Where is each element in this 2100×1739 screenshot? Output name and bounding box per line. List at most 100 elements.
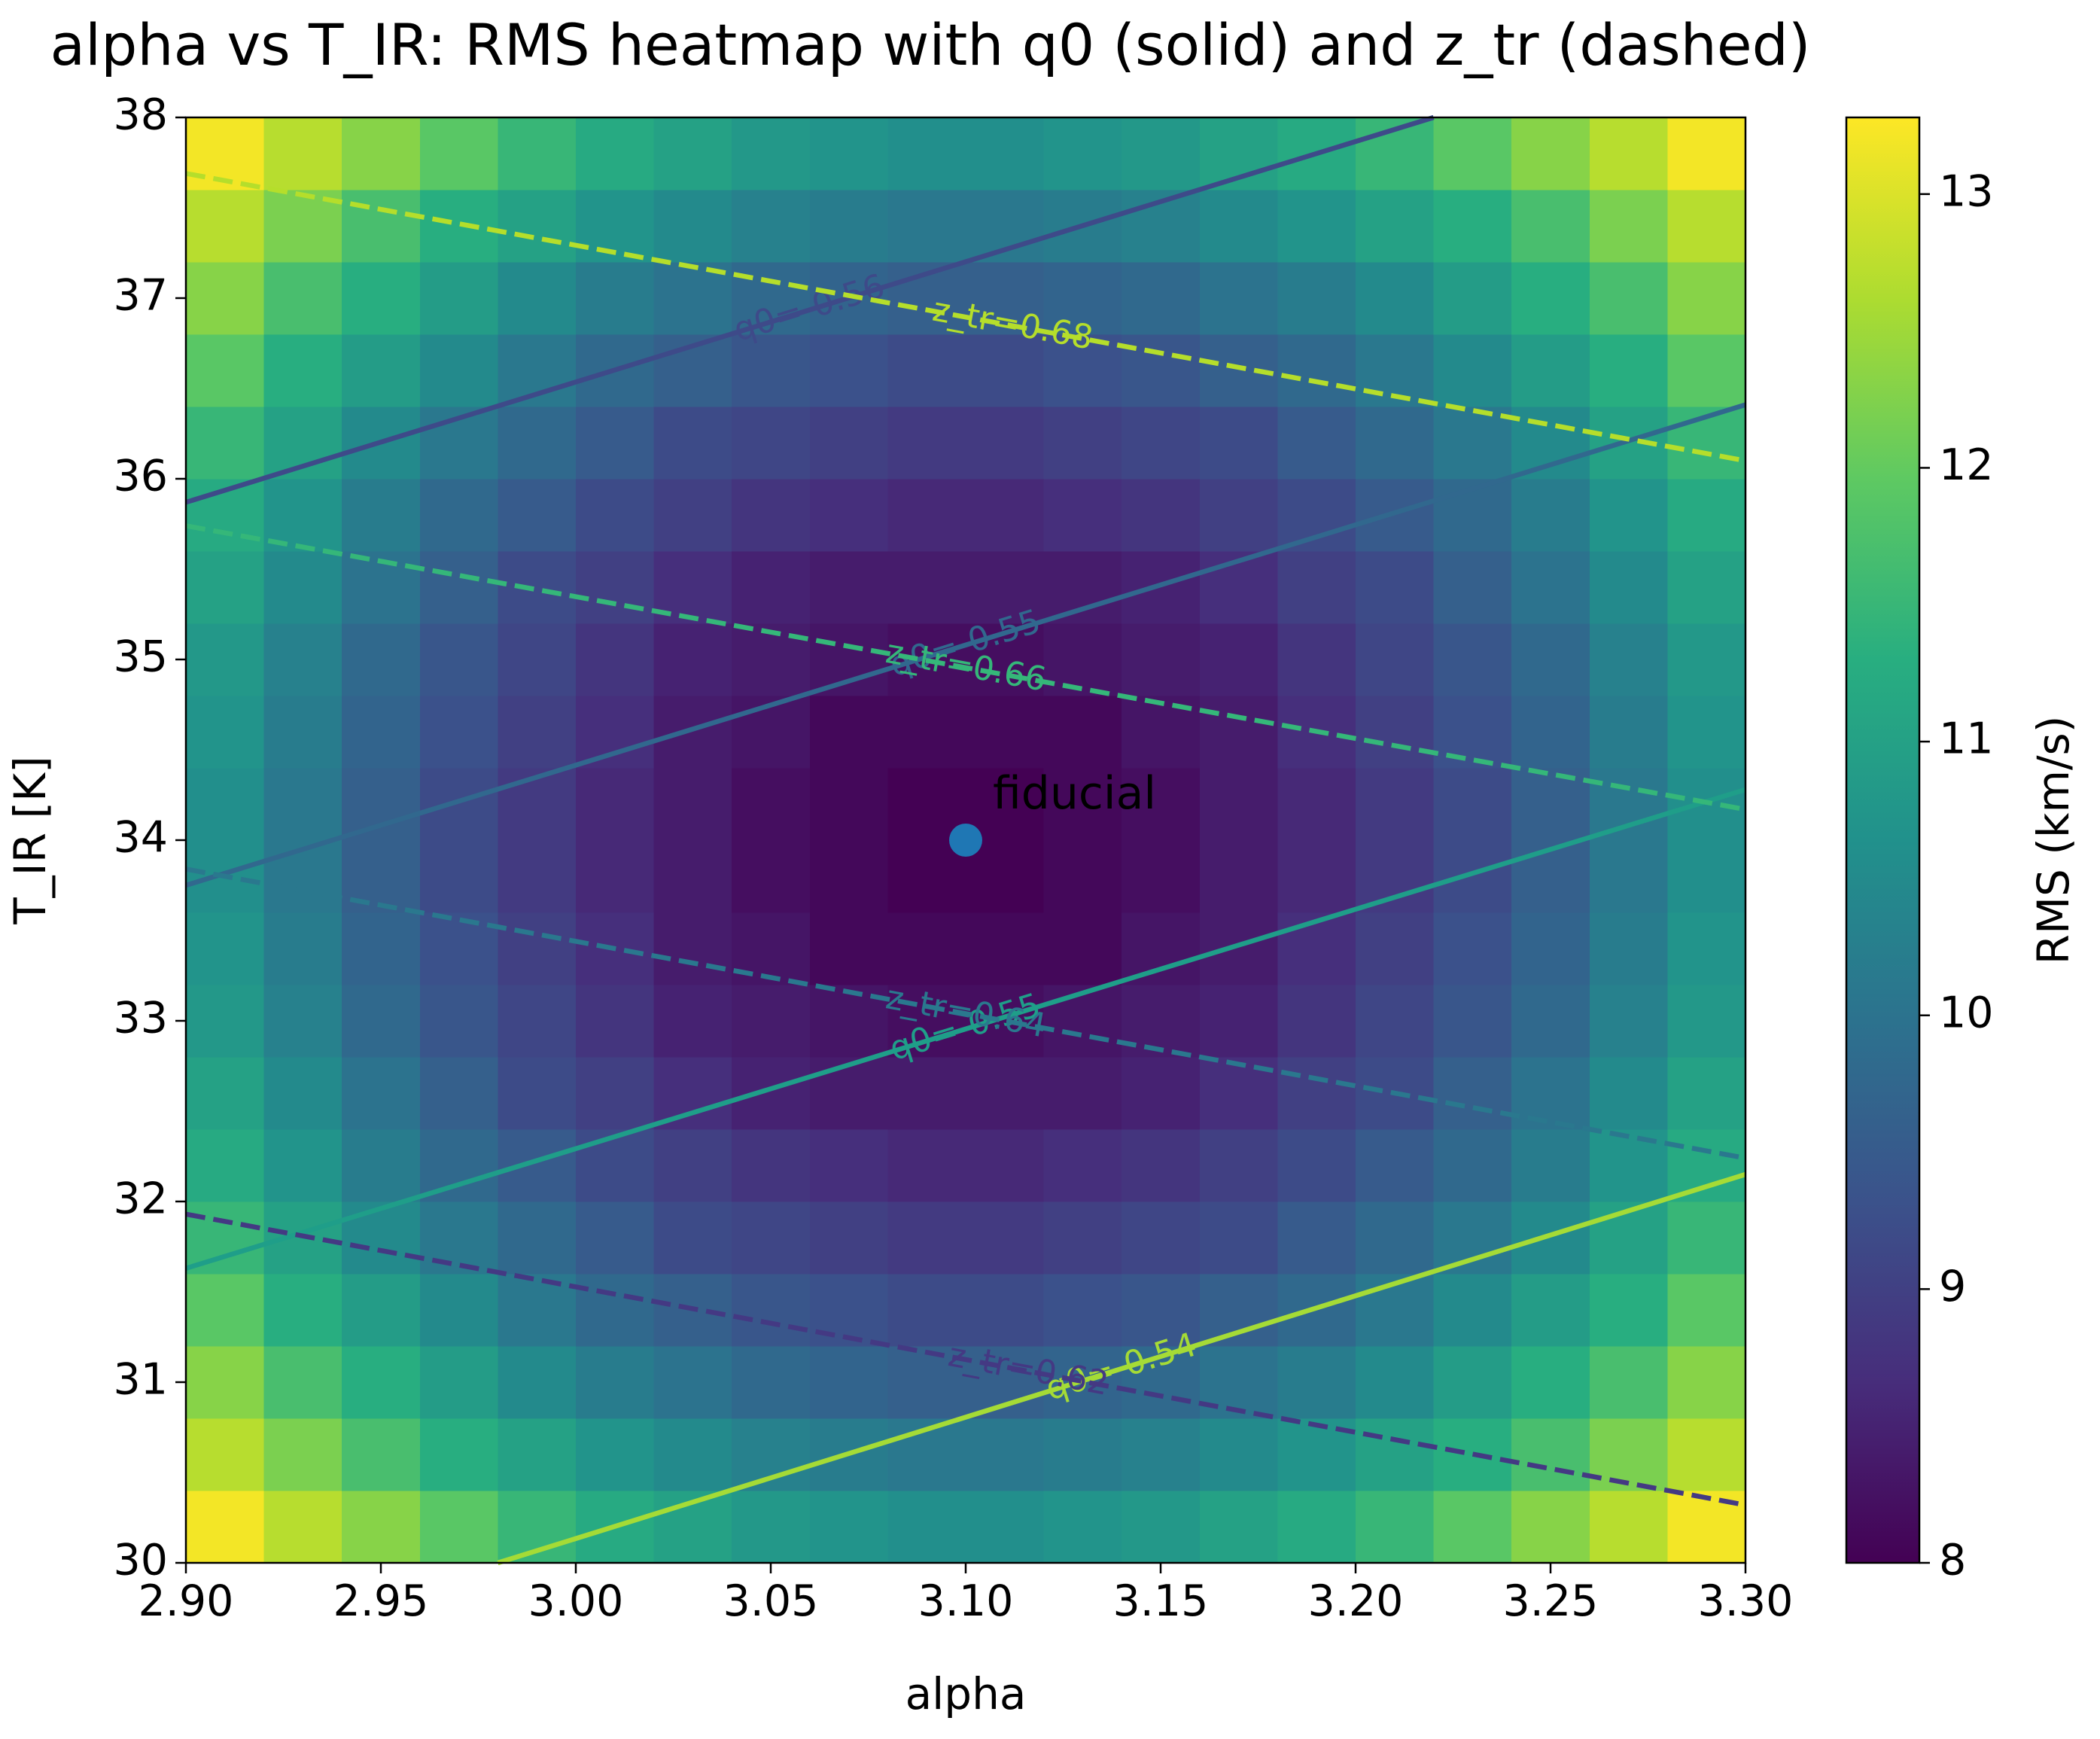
heatmap-cell bbox=[1356, 985, 1435, 1058]
colorbar bbox=[1845, 116, 1921, 1564]
heatmap-cell bbox=[1433, 262, 1512, 335]
heatmap-cell bbox=[576, 840, 655, 913]
chart-title: alpha vs T_IR: RMS heatmap with q0 (soli… bbox=[50, 11, 1810, 78]
y-tick-label: 33 bbox=[113, 994, 168, 1043]
heatmap-cell bbox=[576, 479, 655, 552]
heatmap-cell bbox=[342, 768, 421, 841]
heatmap-cell bbox=[1667, 551, 1746, 624]
heatmap-cell bbox=[186, 190, 265, 263]
heatmap-cell bbox=[1122, 479, 1201, 552]
heatmap-cell bbox=[653, 117, 732, 190]
heatmap-cell bbox=[1433, 1346, 1512, 1419]
heatmap-cell bbox=[1589, 1201, 1668, 1275]
heatmap-cell bbox=[1433, 768, 1512, 841]
heatmap-cell bbox=[419, 623, 498, 696]
heatmap-cell bbox=[576, 696, 655, 769]
x-tick-label: 3.00 bbox=[528, 1576, 624, 1626]
y-tick-label: 38 bbox=[113, 90, 168, 140]
heatmap-cell bbox=[263, 985, 342, 1058]
heatmap-cell bbox=[1433, 190, 1512, 263]
heatmap-cell bbox=[1122, 262, 1201, 335]
heatmap-cell bbox=[732, 768, 811, 841]
heatmap-cell bbox=[1199, 1491, 1278, 1564]
heatmap-cell bbox=[1433, 1129, 1512, 1202]
colorbar-tick-label: 9 bbox=[1939, 1262, 1966, 1311]
heatmap-cell bbox=[1277, 1057, 1356, 1130]
heatmap-cell bbox=[966, 1491, 1045, 1564]
heatmap-cell bbox=[1277, 1201, 1356, 1275]
heatmap-cell bbox=[263, 551, 342, 624]
heatmap-cell bbox=[966, 262, 1045, 335]
heatmap-cell bbox=[1511, 912, 1590, 985]
heatmap-cell bbox=[887, 768, 966, 841]
heatmap-cell bbox=[498, 479, 577, 552]
heatmap-cell bbox=[809, 912, 888, 985]
heatmap-cell bbox=[1043, 117, 1122, 190]
colorbar-tick-label: 8 bbox=[1939, 1536, 1966, 1585]
contour-line bbox=[185, 866, 1746, 1161]
heatmap-cell bbox=[1043, 551, 1122, 624]
heatmap-cell bbox=[732, 1491, 811, 1564]
heatmap-cell bbox=[419, 768, 498, 841]
heatmap-cell bbox=[887, 1274, 966, 1347]
colorbar-label: RMS (km/s) bbox=[2028, 716, 2079, 965]
heatmap-cell bbox=[1043, 479, 1122, 552]
heatmap-cell bbox=[1356, 768, 1435, 841]
heatmap-cell bbox=[419, 1057, 498, 1130]
heatmap-cell bbox=[809, 1346, 888, 1419]
heatmap-cell bbox=[653, 479, 732, 552]
colorbar-tick-label: 13 bbox=[1939, 166, 1994, 216]
heatmap-cell bbox=[1667, 334, 1746, 407]
x-tick-label: 3.10 bbox=[918, 1576, 1014, 1626]
heatmap-cell bbox=[1277, 190, 1356, 263]
heatmap-cell bbox=[1667, 840, 1746, 913]
heatmap-cell bbox=[576, 1057, 655, 1130]
heatmap-cell bbox=[966, 1129, 1045, 1202]
heatmap-cell bbox=[1043, 334, 1122, 407]
heatmap-cell bbox=[1667, 1418, 1746, 1491]
heatmap-cell bbox=[1277, 1346, 1356, 1419]
heatmap-cell bbox=[732, 334, 811, 407]
heatmap-cell bbox=[1199, 768, 1278, 841]
heatmap-cell bbox=[966, 551, 1045, 624]
heatmap bbox=[186, 117, 1746, 1564]
heatmap-cell bbox=[263, 479, 342, 552]
heatmap-cell bbox=[732, 985, 811, 1058]
heatmap-cell bbox=[419, 1346, 498, 1419]
heatmap-cell bbox=[1511, 407, 1590, 480]
heatmap-cell bbox=[263, 623, 342, 696]
heatmap-cell bbox=[419, 262, 498, 335]
heatmap-cell bbox=[576, 1346, 655, 1419]
heatmap-cell bbox=[1277, 768, 1356, 841]
heatmap-cell bbox=[1122, 407, 1201, 480]
heatmap-cell bbox=[1122, 117, 1201, 190]
heatmap-cell bbox=[186, 407, 265, 480]
heatmap-cell bbox=[1043, 768, 1122, 841]
heatmap-cell bbox=[1667, 623, 1746, 696]
heatmap-cell bbox=[1433, 551, 1512, 624]
heatmap-cell bbox=[342, 1057, 421, 1130]
colorbar-tick-label: 11 bbox=[1939, 714, 1994, 764]
heatmap-cell bbox=[887, 190, 966, 263]
heatmap-cell bbox=[1199, 407, 1278, 480]
heatmap-cell bbox=[342, 190, 421, 263]
heatmap-cell bbox=[342, 1201, 421, 1275]
heatmap-cell bbox=[498, 1346, 577, 1419]
heatmap-cell bbox=[1199, 1129, 1278, 1202]
heatmap-cell bbox=[1511, 1057, 1590, 1130]
heatmap-cell bbox=[1356, 696, 1435, 769]
heatmap-cell bbox=[419, 985, 498, 1058]
heatmap-cell bbox=[1433, 696, 1512, 769]
heatmap-cell bbox=[1277, 407, 1356, 480]
heatmap-cell bbox=[966, 912, 1045, 985]
heatmap-cell bbox=[966, 768, 1045, 841]
heatmap-cell bbox=[809, 551, 888, 624]
heatmap-cell bbox=[1589, 912, 1668, 985]
point-label: fiducial bbox=[993, 767, 1156, 820]
x-tick-label: 3.05 bbox=[723, 1576, 819, 1626]
heatmap-cell bbox=[1277, 551, 1356, 624]
heatmap-cell bbox=[1433, 912, 1512, 985]
heatmap-cell bbox=[186, 1418, 265, 1491]
heatmap-cell bbox=[732, 190, 811, 263]
heatmap-cell bbox=[1199, 479, 1278, 552]
